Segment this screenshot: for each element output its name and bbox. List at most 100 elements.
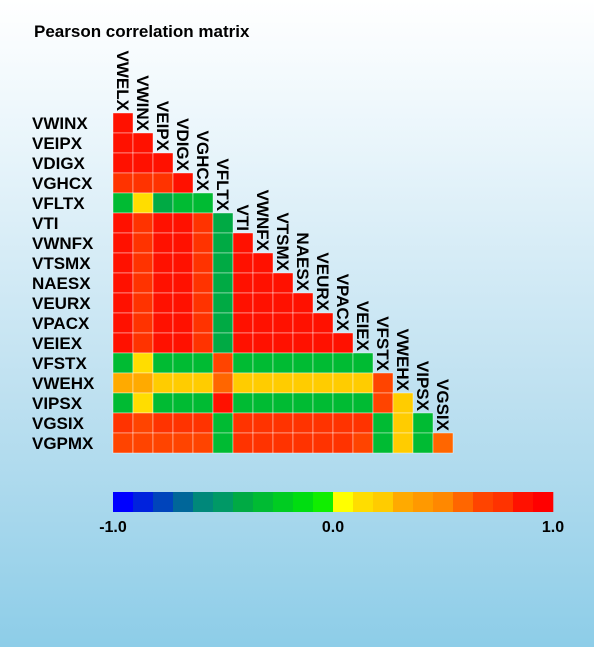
heatmap-cell-VPACX-VTI — [232, 312, 254, 334]
heatmap-cell-VGPMX-VEIPX — [152, 432, 174, 454]
heatmap-cell-VTSMX-VTI — [232, 252, 254, 274]
heatmap-cells — [112, 112, 454, 454]
row-label-VWEHX: VWEHX — [32, 374, 95, 393]
color-scale-segment — [393, 492, 414, 512]
heatmap-cell-VGSIX-VTI — [232, 412, 254, 434]
heatmap-cell-NAESX-VEIPX — [152, 272, 174, 294]
color-scale-segment — [213, 492, 234, 512]
heatmap-cell-VIPSX-NAESX — [292, 392, 314, 414]
column-label-VTI: VTI — [233, 205, 252, 231]
color-scale-legend: -1.0 0.0 1.0 — [99, 492, 564, 536]
heatmap-cell-VGSIX-VEURX — [312, 412, 334, 434]
heatmap-cell-VTSMX-VGHCX — [192, 252, 214, 274]
heatmap-cell-VFSTX-VPACX — [332, 352, 354, 374]
row-label-NAESX: NAESX — [32, 274, 91, 293]
color-scale-segment — [473, 492, 494, 512]
heatmap-cell-VTI-VGHCX — [192, 212, 214, 234]
color-scale-segment — [453, 492, 474, 512]
column-label-VIPSX: VIPSX — [413, 361, 432, 412]
heatmap-cell-VEIEX-VTI — [232, 332, 254, 354]
heatmap-cell-VGPMX-VFLTX — [212, 432, 234, 454]
heatmap-cell-VDIGX-VEIPX — [152, 152, 174, 174]
heatmap-cell-VIPSX-VWINX — [132, 392, 154, 414]
heatmap-cell-VPACX-VDIGX — [172, 312, 194, 334]
chart-title: Pearson correlation matrix — [34, 22, 250, 41]
color-scale-tick-label: 0.0 — [322, 519, 344, 536]
heatmap-cell-VFLTX-VEIPX — [152, 192, 174, 214]
heatmap-cell-VIPSX-VTI — [232, 392, 254, 414]
heatmap-cell-VWINX-VWELX — [112, 112, 134, 134]
heatmap-cell-NAESX-VWNFX — [252, 272, 274, 294]
heatmap-cell-VGSIX-VWELX — [112, 412, 134, 434]
color-scale-segment — [533, 492, 554, 512]
heatmap-cell-VTSMX-VFLTX — [212, 252, 234, 274]
heatmap-cell-VPACX-NAESX — [292, 312, 314, 334]
heatmap-cell-VIPSX-VDIGX — [172, 392, 194, 414]
heatmap-cell-VTSMX-VWNFX — [252, 252, 274, 274]
heatmap-cell-VTSMX-VDIGX — [172, 252, 194, 274]
heatmap-cell-NAESX-VGHCX — [192, 272, 214, 294]
heatmap-cell-VEIEX-VWINX — [132, 332, 154, 354]
heatmap-cell-VFLTX-VDIGX — [172, 192, 194, 214]
heatmap-cell-VEIEX-VTSMX — [272, 332, 294, 354]
column-label-VDIGX: VDIGX — [173, 118, 192, 172]
heatmap-cell-VFSTX-VEIEX — [352, 352, 374, 374]
heatmap-cell-VPACX-VWNFX — [252, 312, 274, 334]
heatmap-cell-VGSIX-VFSTX — [372, 412, 394, 434]
heatmap-cell-VFSTX-VDIGX — [172, 352, 194, 374]
column-label-VGSIX: VGSIX — [433, 379, 452, 432]
heatmap-cell-VIPSX-VFSTX — [372, 392, 394, 414]
heatmap-cell-VFLTX-VWELX — [112, 192, 134, 214]
heatmap-cell-VFSTX-VGHCX — [192, 352, 214, 374]
heatmap-cell-VGPMX-VWNFX — [252, 432, 274, 454]
column-label-VEIEX: VEIEX — [353, 301, 372, 352]
heatmap-cell-VEURX-NAESX — [292, 292, 314, 314]
heatmap-cell-VEIEX-VGHCX — [192, 332, 214, 354]
color-scale-tick-label: 1.0 — [542, 519, 564, 536]
row-label-VFLTX: VFLTX — [32, 194, 85, 213]
color-scale-segment — [373, 492, 394, 512]
heatmap-cell-VGPMX-VEIEX — [352, 432, 374, 454]
heatmap-cell-VGPMX-VGHCX — [192, 432, 214, 454]
heatmap-cell-VWEHX-VDIGX — [172, 372, 194, 394]
row-label-VWNFX: VWNFX — [32, 234, 94, 253]
heatmap-cell-VEIPX-VWINX — [132, 132, 154, 154]
color-scale-segment — [333, 492, 354, 512]
heatmap-cell-VGPMX-VGSIX — [432, 432, 454, 454]
heatmap-cell-VWEHX-VWINX — [132, 372, 154, 394]
heatmap-cell-VEIEX-VEURX — [312, 332, 334, 354]
heatmap-cell-VGPMX-VTSMX — [272, 432, 294, 454]
heatmap-cell-VTSMX-VEIPX — [152, 252, 174, 274]
heatmap-cell-VIPSX-VEURX — [312, 392, 334, 414]
color-scale-tick-label: -1.0 — [99, 519, 127, 536]
heatmap-cell-VWNFX-VDIGX — [172, 232, 194, 254]
heatmap-cell-NAESX-VWELX — [112, 272, 134, 294]
row-label-VEIEX: VEIEX — [32, 334, 83, 353]
heatmap-cell-NAESX-VTSMX — [272, 272, 294, 294]
heatmap-cell-VDIGX-VWELX — [112, 152, 134, 174]
heatmap-cell-VWEHX-VFLTX — [212, 372, 234, 394]
heatmap-cell-VGSIX-VWEHX — [392, 412, 414, 434]
heatmap-cell-VGSIX-VIPSX — [412, 412, 434, 434]
heatmap-cell-VDIGX-VWINX — [132, 152, 154, 174]
row-label-VEURX: VEURX — [32, 294, 91, 313]
heatmap-cell-VGSIX-VDIGX — [172, 412, 194, 434]
heatmap-cell-VGPMX-VWELX — [112, 432, 134, 454]
heatmap-cell-NAESX-VWINX — [132, 272, 154, 294]
heatmap-cell-VWNFX-VGHCX — [192, 232, 214, 254]
heatmap-cell-VWEHX-VEIEX — [352, 372, 374, 394]
column-label-VWINX: VWINX — [133, 75, 152, 131]
heatmap-cell-VFSTX-NAESX — [292, 352, 314, 374]
heatmap-cell-VGPMX-VFSTX — [372, 432, 394, 454]
heatmap-cell-VGSIX-VGHCX — [192, 412, 214, 434]
heatmap-cell-VFSTX-VFLTX — [212, 352, 234, 374]
heatmap-cell-VTI-VDIGX — [172, 212, 194, 234]
heatmap-cell-VIPSX-VGHCX — [192, 392, 214, 414]
heatmap-cell-VWEHX-VTI — [232, 372, 254, 394]
heatmap-cell-VTI-VWELX — [112, 212, 134, 234]
heatmap-cell-VGSIX-VWNFX — [252, 412, 274, 434]
heatmap-cell-VFSTX-VWINX — [132, 352, 154, 374]
heatmap-cell-VPACX-VFLTX — [212, 312, 234, 334]
color-scale-segment — [513, 492, 534, 512]
